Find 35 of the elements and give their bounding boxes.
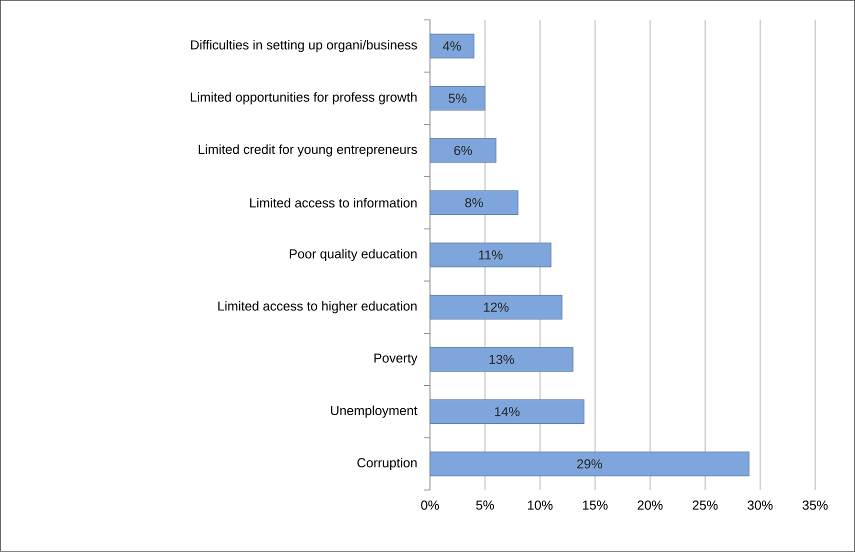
data-label: 29% — [577, 459, 602, 469]
y-tick-label: Corruption — [357, 458, 417, 470]
x-tick-label: 5% — [476, 500, 494, 510]
y-tick-label: Limited access to higher education — [218, 301, 417, 314]
x-tick-label: 10% — [528, 500, 553, 510]
x-tick-label: 25% — [692, 500, 718, 510]
y-tick-label: Poor quality education — [290, 248, 417, 262]
y-tick-label: Limited access to information — [250, 198, 417, 208]
y-tick-label: Limited opportunities for profess growth — [190, 92, 417, 104]
x-tick-label: 35% — [802, 500, 828, 510]
bar — [430, 452, 750, 476]
data-label: 8% — [465, 198, 483, 208]
data-label: 13% — [489, 354, 514, 364]
y-tick-label: Poverty — [374, 354, 418, 366]
data-label: 4% — [442, 42, 461, 51]
bar — [430, 294, 562, 320]
data-label: 11% — [478, 250, 503, 260]
y-tick-label: Difficulties in setting up organi/business — [191, 40, 417, 52]
bar — [430, 399, 584, 424]
bar — [430, 138, 496, 163]
bar — [430, 34, 474, 58]
data-label: 6% — [454, 146, 472, 156]
bar — [430, 190, 518, 216]
x-tick-label: 0% — [421, 500, 439, 510]
bar — [430, 242, 552, 268]
data-label: 5% — [448, 94, 466, 103]
x-tick-label: 15% — [583, 500, 608, 510]
y-tick-label: Limited credit for young entrepreneurs — [198, 144, 417, 157]
x-tick-label: 30% — [748, 500, 773, 510]
y-tick-label: Unemployment — [331, 406, 418, 418]
bar — [430, 86, 486, 111]
data-label: 12% — [484, 302, 509, 312]
bar — [430, 347, 574, 372]
data-label: 14% — [495, 407, 520, 416]
x-tick-label: 20% — [638, 500, 663, 510]
